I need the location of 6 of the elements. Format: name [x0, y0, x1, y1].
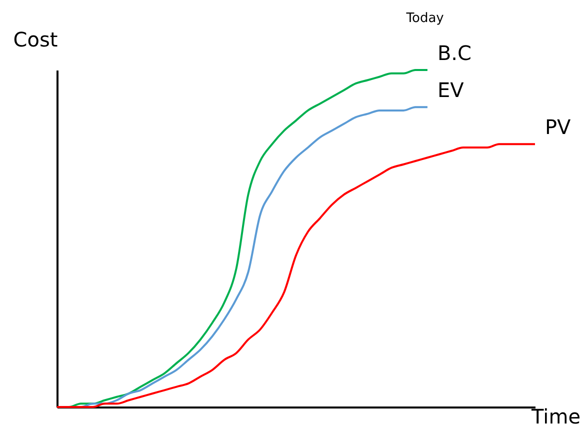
- text: Today: [405, 11, 444, 26]
- series-label: EV: [437, 78, 464, 102]
- y-axis-title: Cost: [13, 28, 58, 52]
- series-label: PV: [545, 115, 572, 140]
- series-label: B.C: [437, 41, 472, 65]
- x-axis-title: Time: [530, 404, 580, 428]
